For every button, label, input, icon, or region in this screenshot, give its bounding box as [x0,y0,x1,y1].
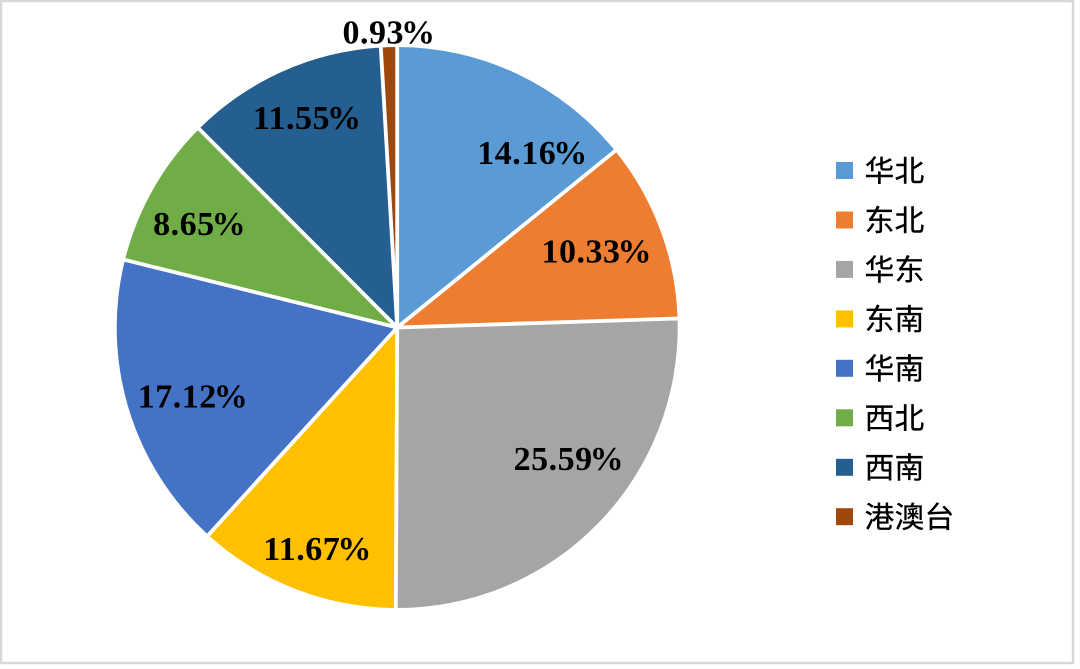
svg-text:11.55%: 11.55% [253,100,362,137]
svg-text:17.12%: 17.12% [138,379,249,416]
svg-text:0.93%: 0.93% [343,14,436,51]
svg-text:10.33%: 10.33% [541,234,652,271]
svg-text:14.16%: 14.16% [477,135,588,172]
svg-text:25.59%: 25.59% [514,441,625,478]
svg-text:11.67%: 11.67% [263,531,372,568]
svg-text:8.65%: 8.65% [153,206,246,243]
